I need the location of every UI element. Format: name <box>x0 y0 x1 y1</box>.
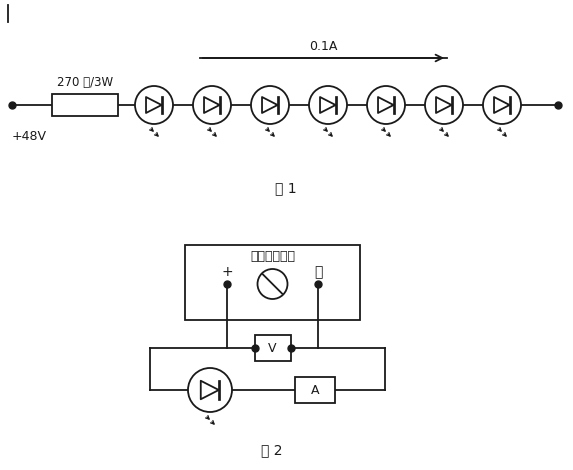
Bar <box>52 94 118 116</box>
Text: +: + <box>221 265 233 279</box>
Text: A: A <box>311 384 319 397</box>
Circle shape <box>193 86 231 124</box>
Text: 可调稳压电源: 可调稳压电源 <box>250 251 295 264</box>
Circle shape <box>135 86 173 124</box>
Circle shape <box>251 86 289 124</box>
Bar <box>254 335 291 361</box>
Text: －: － <box>314 265 322 279</box>
Circle shape <box>425 86 463 124</box>
Circle shape <box>483 86 521 124</box>
Text: 270 欧/3W: 270 欧/3W <box>57 76 113 89</box>
Circle shape <box>188 368 232 412</box>
Circle shape <box>309 86 347 124</box>
Bar <box>295 377 335 403</box>
Text: +48V: +48V <box>12 130 47 143</box>
Text: 图 2: 图 2 <box>261 443 282 457</box>
Text: 0.1A: 0.1A <box>309 40 337 53</box>
Bar <box>185 245 360 320</box>
Text: 图 1: 图 1 <box>275 181 297 195</box>
Circle shape <box>367 86 405 124</box>
Circle shape <box>257 269 288 299</box>
Text: V: V <box>268 342 277 354</box>
